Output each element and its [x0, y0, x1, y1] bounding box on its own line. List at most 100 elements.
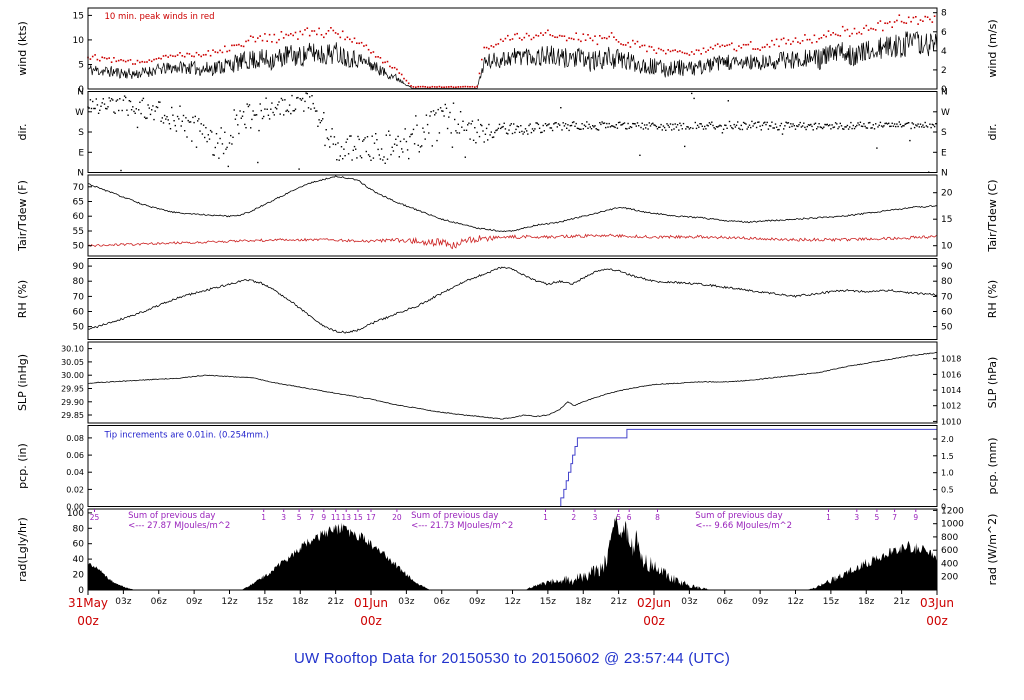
- xtick-major-hour: 00z: [643, 614, 665, 628]
- xtick-minor: 15z: [257, 597, 273, 607]
- xtick-minor: 12z: [787, 597, 803, 607]
- ytick-right-solar-radiation: 400: [941, 560, 958, 570]
- xtick-minor: 18z: [292, 597, 308, 607]
- xtick-major-date: 01Jun: [354, 596, 388, 610]
- ytick-left-relative-humidity: 80: [73, 277, 85, 287]
- ytick-right-solar-radiation: 200: [941, 573, 958, 583]
- rad-sum-tick-label: 3: [854, 513, 859, 522]
- xtick-minor: 06z: [151, 597, 167, 607]
- ytick-left-sea-level-pressure: 29.95: [61, 385, 84, 394]
- chart-title: UW Rooftop Data for 20150530 to 20150602…: [293, 650, 731, 667]
- axis-label-left-dir: dir.: [16, 123, 29, 140]
- rad-sum-tick-label: 5: [297, 513, 302, 522]
- axis-label-right-sea-level-pressure: SLP (hPa): [986, 357, 999, 409]
- rad-sum-tick-label: 7: [310, 513, 315, 522]
- ytick-left-precipitation: 0.04: [66, 468, 84, 477]
- rad-sum-tick-label: 1: [261, 513, 266, 522]
- ytick-right-solar-radiation: 1000: [941, 520, 964, 530]
- rad-sum-tick-label: 1: [826, 513, 831, 522]
- ytick-left-temperature: 55: [73, 227, 84, 237]
- rad-sum-tick-label: 17: [366, 513, 376, 522]
- rad-sum-tick-label: 8: [655, 513, 660, 522]
- axis-label-left-precipitation: pcp. (in): [16, 443, 29, 489]
- ytick-left-temperature: 65: [73, 198, 84, 208]
- ytick-right-wind: 4: [941, 47, 947, 57]
- xtick-major-hour: 00z: [360, 614, 382, 628]
- ytick-left-precipitation: 0.08: [66, 434, 84, 443]
- ytick-right-solar-radiation: 600: [941, 546, 958, 556]
- ytick-right-relative-humidity: 60: [941, 308, 953, 318]
- xtick-minor: 09z: [469, 597, 485, 607]
- rad-sum-tick-label: 15: [353, 513, 363, 522]
- xtick-minor: 18z: [575, 597, 591, 607]
- xtick-minor: 03z: [115, 597, 131, 607]
- rad-sum-tick-label: 9: [321, 513, 326, 522]
- ytick-right-sea-level-pressure: 1012: [941, 402, 961, 411]
- ytick-left-dir: W: [75, 108, 84, 118]
- xtick-major-date: 03Jun: [920, 596, 954, 610]
- xtick-minor: 09z: [186, 597, 202, 607]
- ytick-right-sea-level-pressure: 1018: [941, 355, 961, 364]
- panel-solar-radiation: 02040608010020040060080010001200rad(Lgly…: [16, 506, 999, 596]
- rad-sum-tick-label: 7: [892, 513, 897, 522]
- annotation-solar-radiation: Sum of previous day: [128, 511, 215, 521]
- ytick-left-solar-radiation: 60: [73, 540, 85, 550]
- ytick-right-wind: 6: [941, 28, 947, 38]
- annotation-solar-radiation: Sum of previous day: [695, 511, 782, 521]
- xtick-minor: 06z: [434, 597, 450, 607]
- ytick-left-precipitation: 0.02: [66, 485, 84, 494]
- xtick-minor: 03z: [681, 597, 697, 607]
- ytick-left-solar-radiation: 20: [73, 571, 85, 581]
- axis-label-left-sea-level-pressure: SLP (inHg): [16, 354, 29, 411]
- xtick-minor: 12z: [221, 597, 237, 607]
- xtick-minor: 21z: [328, 597, 344, 607]
- ytick-left-relative-humidity: 60: [73, 308, 85, 318]
- annotation-wind: 10 min. peak winds in red: [105, 12, 215, 22]
- ytick-right-temperature: 20: [941, 189, 953, 199]
- xtick-major-hour: 00z: [926, 614, 948, 628]
- x-axis: 31May 00z 01Jun 00z 02Jun 00z 03Jun 00z 03z 06z 09…: [68, 590, 954, 628]
- ytick-right-sea-level-pressure: 1010: [941, 417, 961, 426]
- xtick-minor: 12z: [504, 597, 520, 607]
- ytick-left-relative-humidity: 70: [73, 292, 85, 302]
- axis-label-right-relative-humidity: RH (%): [986, 280, 999, 318]
- ytick-right-precipitation: 0.5: [941, 486, 954, 495]
- ytick-right-precipitation: 1.0: [941, 469, 954, 478]
- ytick-left-sea-level-pressure: 30.00: [61, 371, 84, 380]
- ytick-right-relative-humidity: 90: [941, 262, 953, 272]
- xtick-major-hour: 00z: [77, 614, 99, 628]
- axis-label-right-wind: wind (m/s): [986, 19, 999, 77]
- ytick-left-relative-humidity: 90: [73, 262, 85, 272]
- panel-relative-humidity: 50 60 70 80 90 50 60 70 80 90 RH (%) RH (%): [16, 258, 999, 340]
- axis-label-left-relative-humidity: RH (%): [16, 280, 29, 318]
- ytick-left-dir: E: [78, 148, 84, 158]
- xtick-minor: 03z: [398, 597, 414, 607]
- ytick-left-dir: S: [78, 128, 84, 138]
- ytick-right-relative-humidity: 50: [941, 323, 953, 333]
- xtick-minor: 15z: [540, 597, 556, 607]
- annotation-solar-radiation: <--- 27.87 MJoules/m^2: [128, 521, 230, 531]
- panel-sea-level-pressure: 29.85 29.90 29.95 30.00 30.05 30.10 1010 1012 10…: [16, 341, 999, 426]
- ytick-right-precipitation: 1.5: [941, 452, 954, 461]
- xtick-minor: 09z: [752, 597, 768, 607]
- ytick-right-wind: 2: [941, 66, 947, 76]
- rad-sum-tick-label: 13: [341, 513, 351, 522]
- ytick-right-temperature: 15: [941, 215, 952, 225]
- rad-sum-tick-label: 2: [571, 513, 576, 522]
- ytick-left-temperature: 60: [73, 212, 85, 222]
- ytick-left-sea-level-pressure: 29.85: [61, 411, 84, 420]
- ytick-left-precipitation: 0.06: [66, 451, 84, 460]
- xtick-major-date: 31May: [68, 596, 108, 610]
- annotation-solar-radiation: <--- 9.66 MJoules/m^2: [695, 521, 792, 531]
- ytick-left-precipitation: 0.00: [66, 503, 84, 512]
- ytick-left-solar-radiation: 0: [78, 586, 84, 596]
- rad-sum-tick-label: 5: [616, 513, 621, 522]
- ytick-right-sea-level-pressure: 1016: [941, 370, 961, 379]
- ytick-left-relative-humidity: 50: [73, 323, 85, 333]
- ytick-left-wind: 10: [73, 36, 85, 46]
- axis-label-left-wind: wind (kts): [16, 21, 29, 76]
- axis-label-right-solar-radiation: rad (W/m^2): [986, 514, 999, 586]
- ytick-left-solar-radiation: 100: [67, 509, 84, 519]
